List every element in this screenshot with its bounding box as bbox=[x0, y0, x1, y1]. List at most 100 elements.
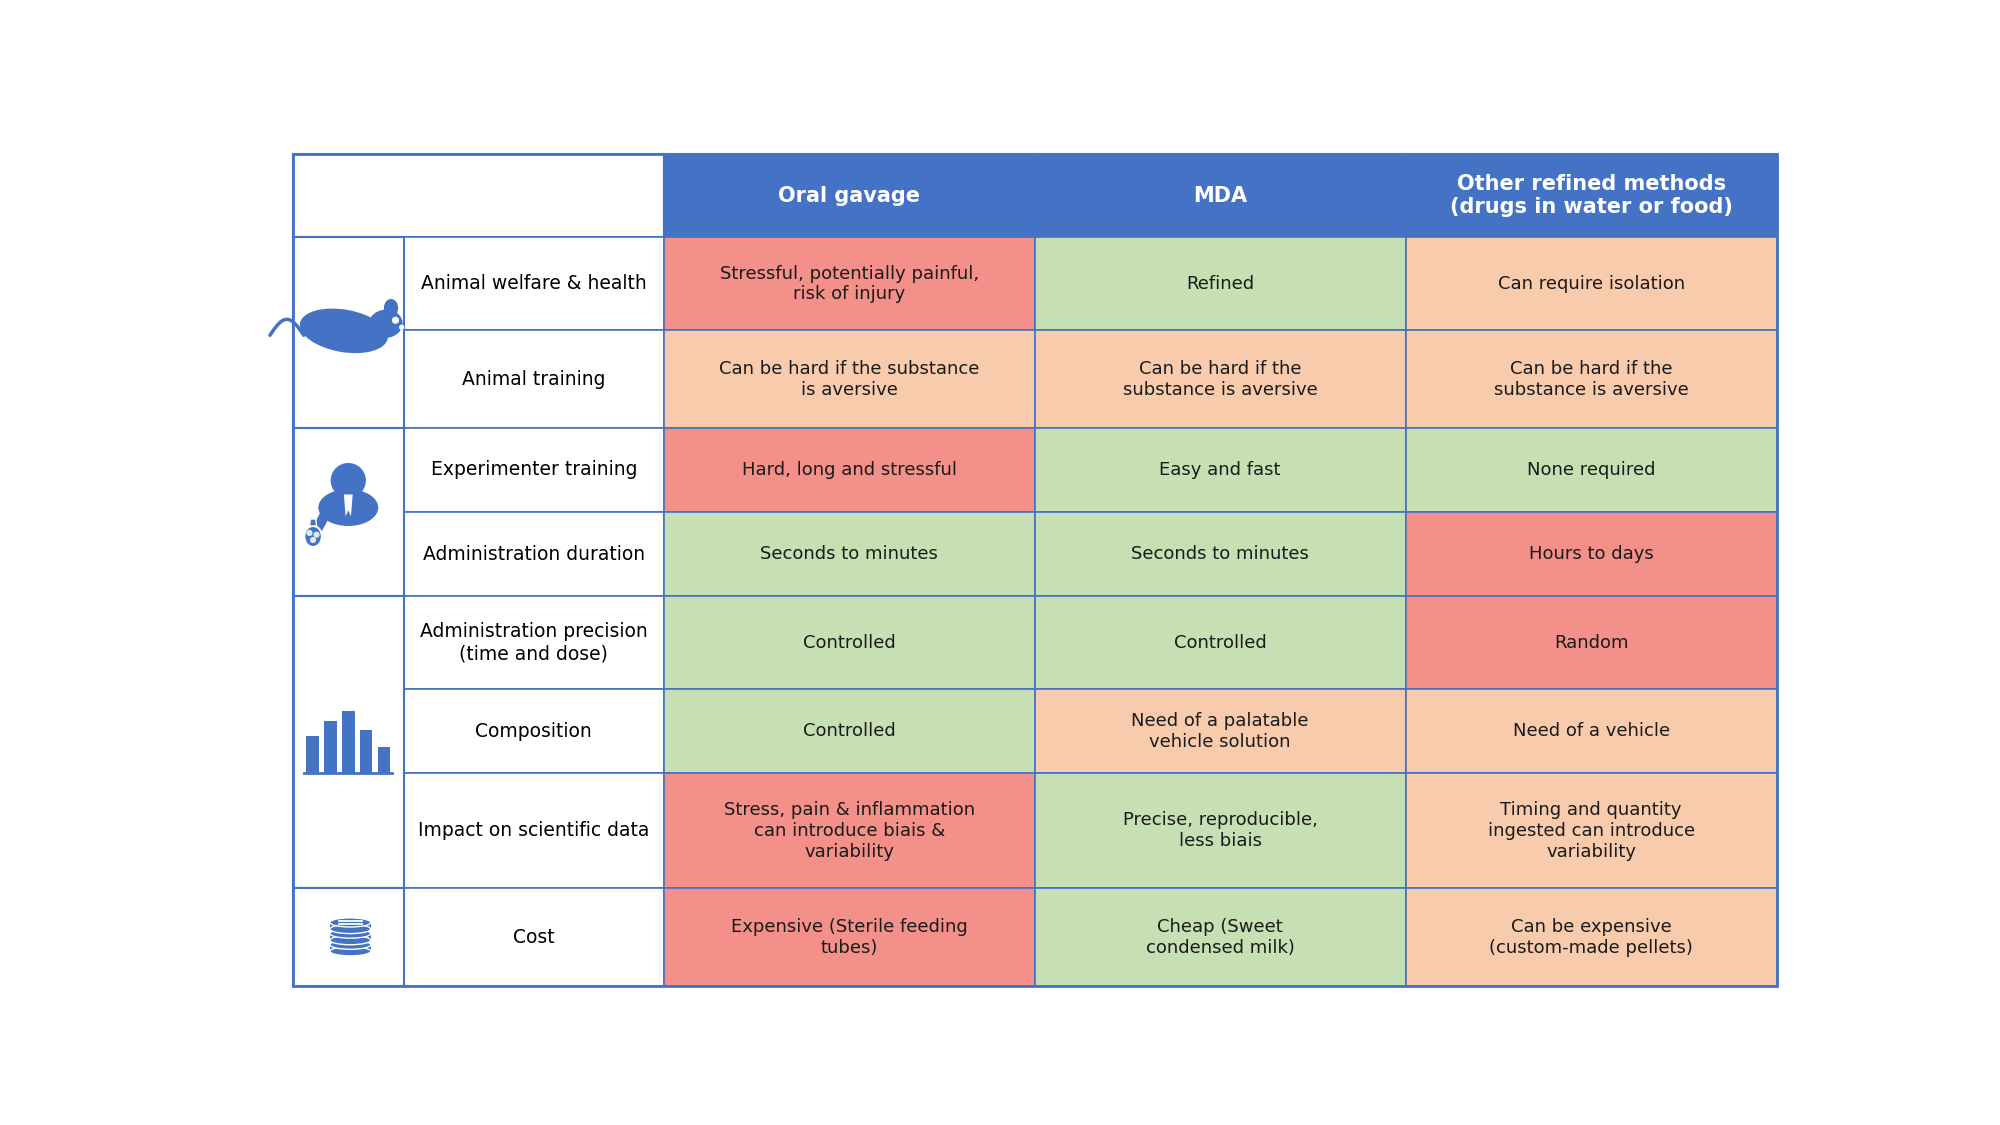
Bar bbox=[1034, 889, 1406, 986]
Ellipse shape bbox=[304, 526, 322, 547]
Bar bbox=[1034, 690, 1406, 773]
Ellipse shape bbox=[330, 918, 370, 927]
Text: Easy and fast: Easy and fast bbox=[1160, 461, 1280, 479]
Text: Can be hard if the substance
is aversive: Can be hard if the substance is aversive bbox=[718, 360, 980, 398]
Bar bbox=[1034, 237, 1406, 331]
Bar bbox=[1034, 512, 1406, 596]
Bar bbox=[1406, 773, 1776, 889]
Bar bbox=[292, 889, 404, 986]
Text: Cheap (Sweet
condensed milk): Cheap (Sweet condensed milk) bbox=[1146, 918, 1294, 956]
Bar bbox=[404, 512, 664, 596]
Bar bbox=[1034, 596, 1406, 690]
Bar bbox=[1406, 237, 1776, 331]
Bar bbox=[1406, 154, 1776, 237]
Polygon shape bbox=[330, 934, 370, 940]
Text: Oral gavage: Oral gavage bbox=[778, 186, 920, 206]
Bar bbox=[378, 747, 390, 773]
Bar bbox=[360, 730, 372, 773]
Text: Hours to days: Hours to days bbox=[1528, 544, 1654, 562]
Text: Administration duration: Administration duration bbox=[422, 544, 644, 564]
Text: Stressful, potentially painful,
risk of injury: Stressful, potentially painful, risk of … bbox=[720, 264, 978, 304]
Text: Need of a palatable
vehicle solution: Need of a palatable vehicle solution bbox=[1132, 712, 1308, 750]
Bar bbox=[1034, 154, 1406, 237]
Bar bbox=[404, 889, 664, 986]
Bar bbox=[404, 428, 664, 512]
Bar bbox=[404, 237, 664, 331]
Text: Controlled: Controlled bbox=[1174, 633, 1266, 651]
Text: Precise, reproducible,
less biais: Precise, reproducible, less biais bbox=[1122, 811, 1318, 850]
Bar bbox=[292, 237, 404, 428]
Text: Can require isolation: Can require isolation bbox=[1498, 274, 1684, 292]
Bar bbox=[1406, 331, 1776, 428]
Text: Controlled: Controlled bbox=[802, 722, 896, 740]
Text: Cost: Cost bbox=[512, 928, 554, 946]
Text: Stress, pain & inflammation
can introduce biais &
variability: Stress, pain & inflammation can introduc… bbox=[724, 801, 974, 861]
Ellipse shape bbox=[330, 936, 370, 945]
Circle shape bbox=[400, 325, 404, 330]
Bar bbox=[404, 596, 664, 690]
Circle shape bbox=[392, 317, 400, 324]
Bar bbox=[292, 428, 404, 596]
Bar bbox=[664, 428, 1034, 512]
Ellipse shape bbox=[330, 947, 370, 956]
Text: MDA: MDA bbox=[1194, 186, 1248, 206]
Text: Animal welfare & health: Animal welfare & health bbox=[420, 274, 646, 294]
Circle shape bbox=[310, 537, 316, 543]
Bar bbox=[342, 711, 354, 773]
Bar bbox=[1406, 690, 1776, 773]
Polygon shape bbox=[310, 519, 316, 526]
Text: Impact on scientific data: Impact on scientific data bbox=[418, 821, 650, 840]
Bar bbox=[292, 596, 404, 889]
Bar bbox=[1034, 331, 1406, 428]
Ellipse shape bbox=[330, 940, 370, 950]
Bar bbox=[404, 690, 664, 773]
Text: Experimenter training: Experimenter training bbox=[430, 460, 638, 479]
Text: None required: None required bbox=[1526, 461, 1656, 479]
Bar bbox=[1406, 596, 1776, 690]
Bar bbox=[1034, 428, 1406, 512]
Text: Seconds to minutes: Seconds to minutes bbox=[760, 544, 938, 562]
Text: Need of a vehicle: Need of a vehicle bbox=[1512, 722, 1670, 740]
Polygon shape bbox=[344, 495, 352, 516]
Ellipse shape bbox=[368, 309, 402, 337]
Text: Other refined methods
(drugs in water or food): Other refined methods (drugs in water or… bbox=[1450, 174, 1732, 217]
Ellipse shape bbox=[318, 489, 378, 526]
Circle shape bbox=[330, 464, 366, 498]
Polygon shape bbox=[330, 945, 370, 952]
Text: Timing and quantity
ingested can introduce
variability: Timing and quantity ingested can introdu… bbox=[1488, 801, 1694, 861]
Polygon shape bbox=[312, 500, 336, 531]
Circle shape bbox=[306, 530, 312, 536]
Bar bbox=[1406, 428, 1776, 512]
Bar bbox=[664, 331, 1034, 428]
Text: Controlled: Controlled bbox=[802, 633, 896, 651]
Circle shape bbox=[314, 532, 320, 538]
Bar bbox=[664, 512, 1034, 596]
Text: Can be hard if the
substance is aversive: Can be hard if the substance is aversive bbox=[1122, 360, 1318, 398]
Bar bbox=[664, 237, 1034, 331]
Text: Administration precision
(time and dose): Administration precision (time and dose) bbox=[420, 622, 648, 663]
Ellipse shape bbox=[330, 925, 370, 934]
Text: Refined: Refined bbox=[1186, 274, 1254, 292]
Bar bbox=[664, 889, 1034, 986]
Bar bbox=[324, 721, 336, 773]
Text: Seconds to minutes: Seconds to minutes bbox=[1132, 544, 1310, 562]
Ellipse shape bbox=[384, 299, 398, 317]
Polygon shape bbox=[330, 922, 370, 929]
Text: Can be expensive
(custom-made pellets): Can be expensive (custom-made pellets) bbox=[1490, 918, 1694, 956]
Text: Random: Random bbox=[1554, 633, 1628, 651]
Bar bbox=[1406, 512, 1776, 596]
Text: Can be hard if the
substance is aversive: Can be hard if the substance is aversive bbox=[1494, 360, 1688, 398]
Text: Hard, long and stressful: Hard, long and stressful bbox=[742, 461, 956, 479]
Ellipse shape bbox=[330, 929, 370, 938]
Text: Animal training: Animal training bbox=[462, 370, 606, 388]
Text: Expensive (Sterile feeding
tubes): Expensive (Sterile feeding tubes) bbox=[730, 918, 968, 956]
Bar bbox=[1406, 889, 1776, 986]
Bar bbox=[404, 773, 664, 889]
Bar bbox=[664, 154, 1034, 237]
Bar bbox=[1034, 773, 1406, 889]
Bar bbox=[664, 773, 1034, 889]
Bar bbox=[404, 331, 664, 428]
Bar bbox=[292, 154, 664, 237]
Bar bbox=[664, 690, 1034, 773]
Bar bbox=[306, 736, 318, 773]
